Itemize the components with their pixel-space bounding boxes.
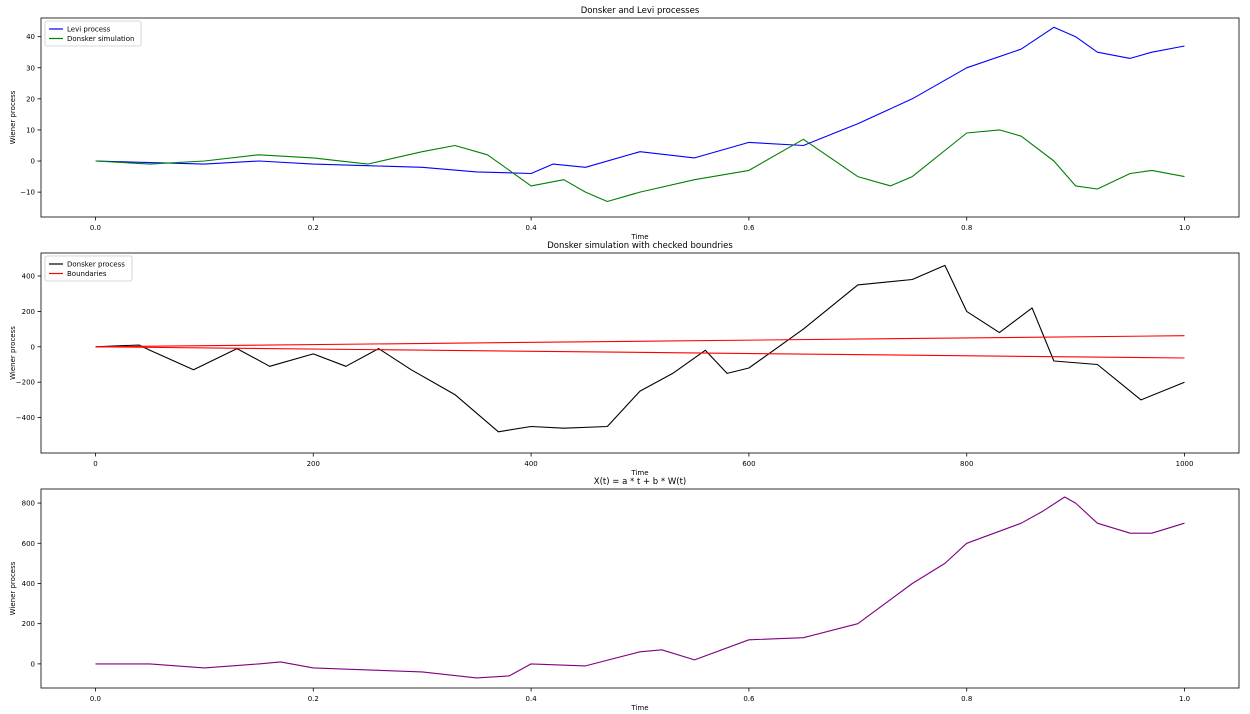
x-tick-label: 1.0 xyxy=(1179,224,1190,232)
x-tick-label: 0.6 xyxy=(743,224,755,232)
y-tick-label: 10 xyxy=(26,126,35,134)
y-axis-label: Wiener process xyxy=(9,326,17,380)
x-axis-label: Time xyxy=(630,704,648,712)
y-tick-label: 0 xyxy=(31,343,35,351)
y-tick-label: −200 xyxy=(16,379,35,387)
x-axis-label: Time xyxy=(630,233,648,241)
plot-frame xyxy=(40,488,1240,689)
plot-frame xyxy=(40,252,1240,454)
legend-box xyxy=(44,255,133,282)
legend-label: Levi process xyxy=(67,26,111,34)
x-tick-label: 0.4 xyxy=(526,695,538,703)
series-line-3-1 xyxy=(95,496,1185,679)
series-line-2-1 xyxy=(95,264,1185,433)
x-tick-label: 800 xyxy=(960,460,973,468)
y-axis-label: Wiener process xyxy=(9,90,17,144)
x-tick-label: 200 xyxy=(307,460,320,468)
y-axis-label: Wiener process xyxy=(9,561,17,615)
y-tick-label: 200 xyxy=(22,620,35,628)
chart-panel-3: 0.0 0.2 0.4 0.6 0.8 1.0 0 200 400 600 800 X(t) = a … xyxy=(9,477,1240,712)
legend-label: Boundaries xyxy=(67,270,107,278)
plot-frame xyxy=(40,17,1240,218)
chart-title: X(t) = a * t + b * W(t) xyxy=(594,477,686,487)
chart-panel-2: 0 200 400 600 800 1000 −400 −200 0 200 400 Donsker … xyxy=(9,241,1240,477)
y-tick-label: −10 xyxy=(20,189,35,197)
x-tick-label: 1.0 xyxy=(1179,695,1190,703)
x-tick-label: 0.4 xyxy=(526,224,538,232)
y-tick-label: 800 xyxy=(22,500,35,508)
x-tick-label: 0.0 xyxy=(90,224,101,232)
x-tick-label: 0 xyxy=(93,460,97,468)
legend-label: Donsker simulation xyxy=(67,35,134,43)
x-tick-label: 0.8 xyxy=(961,695,972,703)
y-tick-label: 200 xyxy=(22,308,35,316)
x-tick-label: 1000 xyxy=(1176,460,1194,468)
legend-box xyxy=(44,20,142,47)
y-tick-label: 600 xyxy=(22,540,35,548)
y-tick-label: −400 xyxy=(16,414,35,422)
x-tick-label: 0.8 xyxy=(961,224,972,232)
legend-label: Donsker process xyxy=(67,261,125,269)
series-line-2-3 xyxy=(95,346,1185,359)
x-tick-label: 0.6 xyxy=(743,695,755,703)
y-tick-label: 40 xyxy=(26,33,35,41)
x-tick-label: 0.2 xyxy=(308,224,319,232)
series-line-1-1 xyxy=(95,26,1185,175)
chart-panel-1: 0.0 0.2 0.4 0.6 0.8 1.0 −10 0 10 20 30 40 Donsker an… xyxy=(9,6,1240,241)
y-tick-label: 0 xyxy=(31,158,35,166)
x-tick-label: 0.0 xyxy=(90,695,101,703)
series-line-2-2 xyxy=(95,335,1185,348)
x-tick-label: 400 xyxy=(524,460,537,468)
y-tick-label: 30 xyxy=(26,64,35,72)
chart-title: Donsker simulation with checked boundrie… xyxy=(547,241,733,251)
y-tick-label: 400 xyxy=(22,273,35,281)
x-tick-label: 600 xyxy=(742,460,755,468)
y-tick-label: 20 xyxy=(26,95,35,103)
x-tick-label: 0.2 xyxy=(308,695,319,703)
series-line-1-2 xyxy=(95,129,1185,203)
y-tick-label: 400 xyxy=(22,580,35,588)
y-tick-label: 0 xyxy=(31,660,35,668)
x-axis-label: Time xyxy=(630,469,648,477)
chart-title: Donsker and Levi processes xyxy=(581,6,700,16)
